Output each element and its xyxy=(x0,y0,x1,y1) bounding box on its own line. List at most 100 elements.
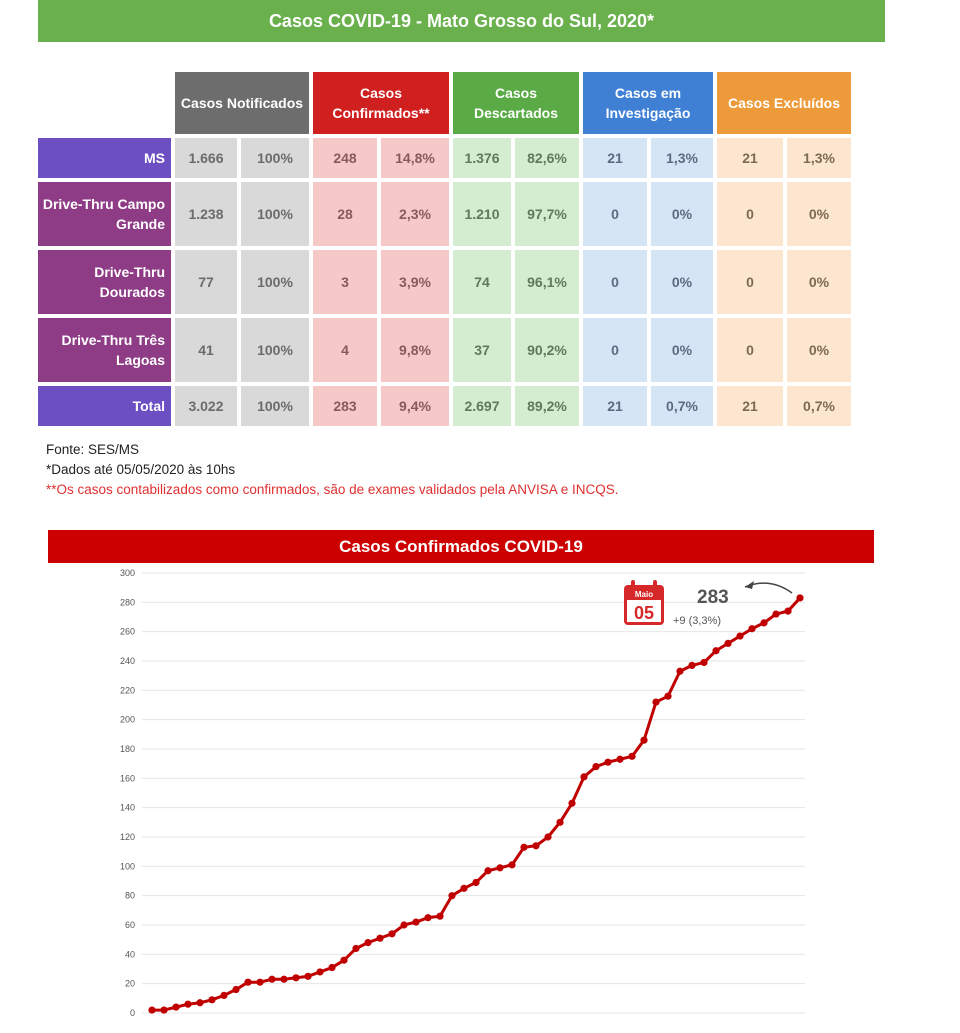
empty-corner xyxy=(38,72,171,134)
table-cell: 90,2% xyxy=(515,318,579,382)
table-cell: 100% xyxy=(241,138,309,178)
table-cell: 74 xyxy=(453,250,511,314)
y-tick-label: 40 xyxy=(125,949,135,959)
y-tick-label: 160 xyxy=(120,773,135,783)
cases-table: Casos Notificados Casos Confirmados** Ca… xyxy=(34,68,855,430)
data-point xyxy=(580,773,588,781)
header-excluidos: Casos Excluídos xyxy=(717,72,851,134)
annotation-change: +9 (3,3%) xyxy=(673,615,721,627)
table-row: Drive-Thru Três Lagoas 41 100% 4 9,8% 37 90,2%… xyxy=(38,318,851,382)
table-cell: 89,2% xyxy=(515,386,579,426)
table-cell: 0% xyxy=(651,318,713,382)
header-descartados-label: Casos Descartados xyxy=(473,85,559,121)
data-point xyxy=(196,999,204,1007)
data-point xyxy=(484,867,492,875)
table-cell: 2.697 xyxy=(453,386,511,426)
row-label: Drive-Thru Campo Grande xyxy=(38,182,171,246)
y-tick-label: 220 xyxy=(120,685,135,695)
table-row: MS 1.666 100% 248 14,8% 1.376 82,6% 21 1,3% 21 1,3… xyxy=(38,138,851,178)
y-tick-label: 100 xyxy=(120,861,135,871)
table-cell: 3 xyxy=(313,250,377,314)
data-point xyxy=(304,972,312,980)
data-point xyxy=(184,1000,192,1008)
data-point xyxy=(388,930,396,938)
table-cell: 21 xyxy=(717,386,783,426)
calendar-month: Maio xyxy=(635,590,653,599)
data-point xyxy=(268,975,276,983)
data-point xyxy=(604,758,612,766)
table-cell: 0% xyxy=(787,250,851,314)
table-cell: 0% xyxy=(651,182,713,246)
header-notificados-label: Casos Notificados xyxy=(180,95,304,111)
data-point xyxy=(496,864,504,872)
page-title: Casos COVID-19 - Mato Grosso do Sul, 202… xyxy=(268,10,655,31)
data-point xyxy=(328,963,336,972)
row-label: Drive-Thru Dourados xyxy=(38,250,171,314)
table-header-row: Casos Notificados Casos Confirmados** Ca… xyxy=(38,72,851,134)
table-cell: 96,1% xyxy=(515,250,579,314)
table-cell: 21 xyxy=(583,138,647,178)
table-cell: 1,3% xyxy=(787,138,851,178)
table-row: Drive-Thru Campo Grande 1.238 100% 28 2,3% 1.… xyxy=(38,182,851,246)
table-cell: 28 xyxy=(313,182,377,246)
data-point xyxy=(472,878,480,887)
data-point xyxy=(172,1003,180,1011)
data-point xyxy=(724,639,732,647)
table-cell: 9,8% xyxy=(381,318,449,382)
table-cell: 4 xyxy=(313,318,377,382)
table-cell: 9,4% xyxy=(381,386,449,426)
annotation-value: 283 xyxy=(697,587,729,608)
data-point xyxy=(556,818,564,826)
data-point xyxy=(784,607,792,615)
table-cell: 0% xyxy=(787,318,851,382)
table-cell: 3.022 xyxy=(175,386,237,426)
row-label: Drive-Thru Três Lagoas xyxy=(38,318,171,382)
data-point xyxy=(412,918,420,926)
footnote: **Os casos contabilizados como confirmad… xyxy=(46,482,619,497)
table-cell: 0 xyxy=(717,182,783,246)
data-point xyxy=(628,752,636,760)
data-point xyxy=(244,978,252,986)
data-point xyxy=(448,892,456,900)
y-tick-label: 260 xyxy=(120,627,135,637)
table-cell: 37 xyxy=(453,318,511,382)
date-note: *Dados até 05/05/2020 às 10hs xyxy=(46,462,236,477)
table-cell: 0% xyxy=(651,250,713,314)
data-point xyxy=(256,978,264,986)
y-tick-label: 300 xyxy=(120,568,135,578)
table-cell: 3,9% xyxy=(381,250,449,314)
data-point xyxy=(340,956,348,964)
table-cell: 1.376 xyxy=(453,138,511,178)
header-notificados: Casos Notificados xyxy=(175,72,309,134)
table-cell: 0,7% xyxy=(787,386,851,426)
data-point xyxy=(772,610,780,618)
data-point xyxy=(568,799,576,807)
header-investigacao-label: Casos em Investigação xyxy=(605,85,691,121)
data-point xyxy=(712,647,720,655)
header-confirmados-label: Casos Confirmados** xyxy=(332,85,430,121)
data-point xyxy=(208,996,216,1004)
table-cell: 100% xyxy=(241,386,309,426)
data-point xyxy=(424,914,432,922)
data-point xyxy=(520,843,528,851)
y-tick-label: 120 xyxy=(120,832,135,842)
table-row: Total 3.022 100% 283 9,4% 2.697 89,2% 21 0,7% 21 0… xyxy=(38,386,851,426)
data-point xyxy=(664,692,672,700)
data-point xyxy=(148,1006,156,1014)
table-cell: 14,8% xyxy=(381,138,449,178)
table-cell: 1.238 xyxy=(175,182,237,246)
data-point xyxy=(460,884,468,892)
table-cell: 21 xyxy=(717,138,783,178)
table-cell: 0 xyxy=(583,250,647,314)
page-title-banner: Casos COVID-19 - Mato Grosso do Sul, 202… xyxy=(38,0,885,42)
y-tick-label: 200 xyxy=(120,715,135,725)
table-cell: 2,3% xyxy=(381,182,449,246)
data-point xyxy=(436,912,444,920)
data-point xyxy=(232,985,240,994)
y-tick-label: 60 xyxy=(125,920,135,930)
data-point xyxy=(376,934,384,942)
data-point xyxy=(748,625,756,633)
y-tick-label: 140 xyxy=(120,803,135,813)
data-point xyxy=(760,619,768,627)
data-point xyxy=(796,594,804,602)
